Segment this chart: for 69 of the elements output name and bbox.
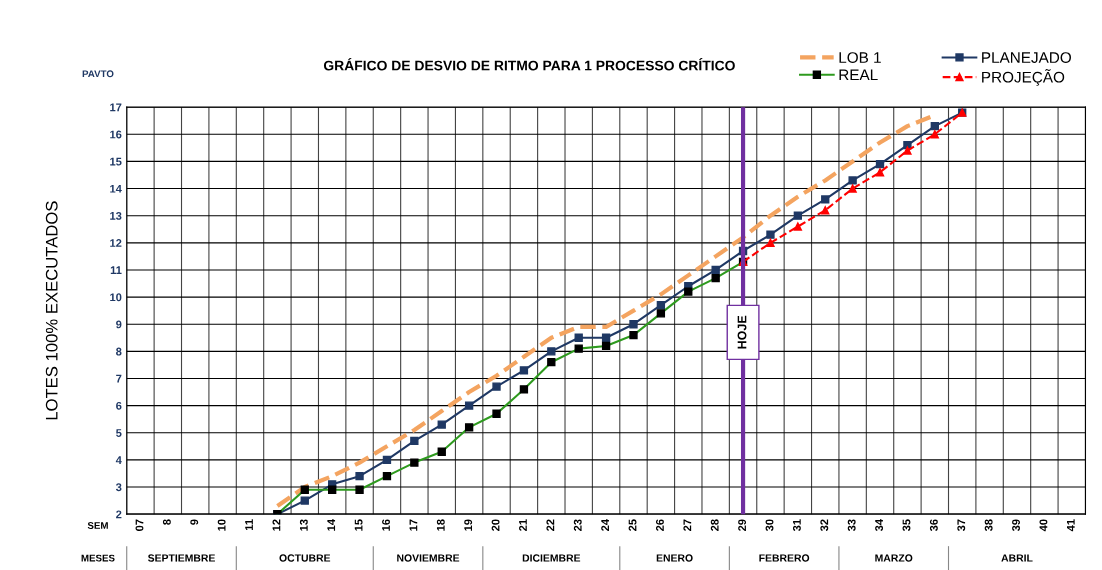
x-tick-label: 30 (765, 519, 774, 532)
y-tick-label: 11 (110, 266, 122, 274)
y-tick-label: 8 (116, 347, 122, 356)
y-tick-label: 15 (110, 157, 122, 166)
x-tick-label: 21 (519, 519, 527, 531)
text: SEPTIEMBRE (147, 554, 215, 562)
y-axis-title: LOTES 100% EXECUTADOS (45, 201, 58, 420)
x-tick-label: 32 (820, 519, 829, 532)
x-tick-label: 23 (573, 519, 582, 531)
text: OCTUBRE (279, 554, 331, 562)
y-tick-label: 2 (116, 510, 122, 519)
y-tick-label: 16 (110, 130, 122, 139)
text: FEBRERO (759, 554, 810, 562)
x-tick-label: 16 (382, 519, 390, 531)
legend-label: PLANEJADO (982, 52, 1071, 63)
x-tick-label: 10 (217, 519, 226, 531)
ref-line-label: HOJE (737, 315, 747, 349)
x-tick-label: 12 (272, 519, 281, 531)
y-tick-label: 13 (110, 211, 122, 220)
chart-title: GRÁFICO DE DESVIO DE RITMO PARA 1 PROCESSO CRÍTICO (323, 58, 735, 71)
x-tick-label: 31 (792, 519, 801, 532)
x-tick-label: 22 (546, 519, 555, 531)
x-tick-label: 28 (710, 519, 719, 531)
x-tick-label: 8 (162, 519, 171, 525)
y-tick-label: 10 (110, 293, 122, 302)
x-tick-label: 20 (491, 519, 500, 531)
text: SEM (87, 522, 108, 529)
y-tick-label: 5 (116, 429, 122, 437)
y-tick-label: 4 (115, 456, 122, 464)
y-tick-label: 14 (110, 184, 122, 193)
text: MARZO (875, 554, 913, 562)
text: ABRIL (1001, 554, 1033, 562)
x-tick-label: 19 (464, 519, 473, 531)
x-tick-label: 35 (902, 519, 911, 532)
x-tick-label: 40 (1039, 519, 1048, 532)
x-tick-label: 29 (738, 519, 747, 531)
x-tick-label: 41 (1067, 519, 1075, 532)
x-tick-label: 39 (1012, 519, 1020, 532)
y-tick-label: 3 (115, 483, 122, 492)
text: ENERO (656, 554, 693, 562)
text: PAVTO (82, 70, 114, 78)
x-tick-label: 11 (245, 519, 253, 531)
legend-label: LOB 1 (839, 52, 881, 63)
y-tick-label: 17 (110, 103, 122, 112)
x-tick-label: 34 (875, 519, 884, 532)
text: NOVIEMBRE (397, 554, 460, 562)
x-tick-label: 07 (135, 519, 144, 531)
x-tick-label: 9 (190, 519, 199, 525)
x-tick-label: 17 (409, 519, 418, 531)
x-tick-label: 27 (683, 519, 692, 531)
x-tick-label: 36 (929, 519, 938, 532)
x-tick-label: 24 (601, 519, 609, 531)
legend-label: PROJEÇÃO (982, 69, 1065, 86)
legend-label: REAL (839, 69, 878, 81)
x-tick-label: 25 (628, 519, 637, 531)
x-tick-label: 15 (354, 519, 363, 531)
x-tick-label: 38 (984, 519, 993, 532)
x-tick-label: 37 (957, 519, 966, 532)
text: DICIEMBRE (522, 554, 581, 562)
x-tick-label: 13 (299, 519, 308, 531)
x-tick-label: 26 (656, 519, 664, 531)
text: MESES (81, 554, 115, 562)
x-tick-label: 14 (327, 519, 336, 531)
x-tick-label: 33 (847, 519, 856, 532)
y-tick-label: 7 (116, 374, 122, 383)
y-tick-label: 12 (110, 239, 122, 247)
x-tick-label: 18 (436, 519, 445, 531)
y-tick-label: 9 (116, 320, 122, 329)
y-tick-label: 6 (116, 401, 122, 410)
